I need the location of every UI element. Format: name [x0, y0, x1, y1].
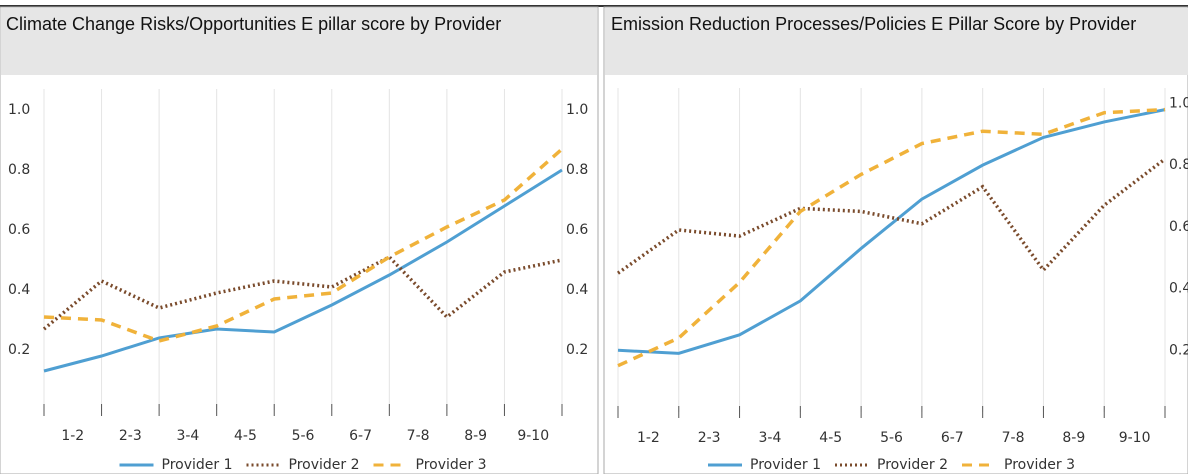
x-tick-label: 3-4 — [176, 428, 199, 444]
x-tick-label: 9-10 — [1119, 430, 1151, 446]
x-tick-label: 1-2 — [61, 428, 84, 444]
y-tick-label: 0.8 — [8, 162, 30, 178]
y-tick-label: 0.4 — [582, 281, 604, 297]
x-tick-label: 7-8 — [407, 428, 430, 444]
y-tick-label: 1.0 — [582, 95, 604, 111]
title-line: Emission Reduction Processes/Policies E … — [611, 14, 1136, 34]
series-line — [43, 147, 564, 343]
y-tick-label: 0.2 — [582, 342, 604, 358]
x-tick-label: 1-2 — [637, 430, 660, 446]
legend-label: Provider 1 — [162, 457, 233, 473]
series-line — [42, 254, 563, 331]
x-tick-label: 6-7 — [941, 430, 964, 446]
x-tick-label: 8-9 — [1062, 430, 1085, 446]
y2-tick-label: 0.2 — [1169, 342, 1188, 358]
x-tick-label: 5-6 — [292, 428, 315, 444]
y2-tick-label: 0.4 — [1169, 281, 1188, 297]
y2-tick-label: 0.8 — [1169, 157, 1188, 173]
y-tick-label: 0.4 — [8, 282, 30, 298]
y-tick-label: 0.8 — [582, 157, 604, 173]
y2-tick-label: 0.8 — [566, 162, 588, 178]
series-line — [43, 168, 563, 373]
legend-label: Provider 3 — [416, 457, 487, 473]
title-line: Climate Change Risks/Opportunities E pil… — [6, 14, 501, 34]
x-tick-label: 3-4 — [759, 430, 782, 446]
x-tick-label: 2-3 — [698, 430, 721, 446]
panel — [0, 6, 599, 474]
legend-label: Provider 2 — [877, 457, 948, 473]
panel — [603, 6, 1188, 474]
x-tick-label: 7-8 — [1002, 430, 1025, 446]
x-tick-label: 4-5 — [234, 428, 257, 444]
legend: Provider 1 Provider 2 Provider 3 — [708, 457, 1075, 473]
y-tick-label: 1.0 — [8, 102, 30, 118]
series-line — [617, 108, 1166, 355]
x-tick-label: 5-6 — [880, 430, 903, 446]
y2-tick-label: 0.6 — [1169, 219, 1188, 235]
series-line — [617, 107, 1166, 368]
chart: Emission Reduction Processes/Policies E … — [582, 14, 1188, 473]
x-tick-label: 8-9 — [464, 428, 487, 444]
y-tick-label: 0.6 — [582, 219, 604, 235]
legend: Provider 1 Provider 2 Provider 3 — [119, 457, 487, 473]
title-bar — [1, 8, 597, 75]
series-line — [616, 157, 1167, 275]
y2-tick-label: 1.0 — [566, 102, 588, 118]
y2-tick-label: 0.6 — [566, 222, 588, 238]
y2-tick-label: 0.2 — [566, 342, 588, 358]
x-tick-label: 9-10 — [517, 428, 549, 444]
legend-label: Provider 3 — [1004, 457, 1075, 473]
legend-label: Provider 1 — [750, 457, 821, 473]
chart-title: Climate Change Risks/Opportunities E pil… — [6, 14, 501, 34]
y-tick-label: 0.2 — [8, 342, 30, 358]
y2-tick-label: 0.4 — [566, 282, 588, 298]
y-tick-label: 0.6 — [8, 222, 30, 238]
title-bar — [605, 8, 1188, 75]
y2-tick-label: 1.0 — [1169, 95, 1188, 111]
x-tick-label: 6-7 — [349, 428, 372, 444]
x-tick-label: 2-3 — [119, 428, 142, 444]
legend-label: Provider 2 — [289, 457, 360, 473]
chart: Climate Change Risks/Opportunities E pil… — [6, 14, 588, 473]
chart-title: Emission Reduction Processes/Policies E … — [611, 14, 1136, 34]
x-tick-label: 4-5 — [819, 430, 842, 446]
